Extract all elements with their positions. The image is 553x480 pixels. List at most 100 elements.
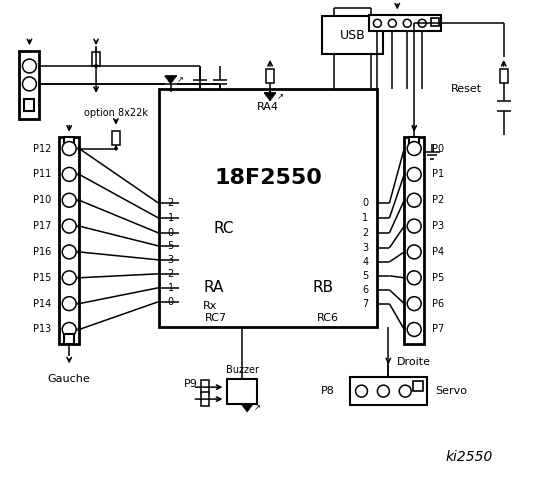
Bar [201,380,210,394]
Text: 5: 5 [362,271,369,281]
Polygon shape [165,76,176,84]
Text: P9: P9 [184,379,197,389]
Circle shape [407,193,421,207]
Circle shape [377,385,389,397]
Bar [64,137,74,146]
Circle shape [388,19,397,27]
Circle shape [407,271,421,285]
Text: Droite: Droite [397,357,431,367]
Text: 4: 4 [362,257,368,267]
Circle shape [62,297,76,311]
Text: 18F2550: 18F2550 [214,168,322,188]
Circle shape [62,193,76,207]
Bar [159,89,377,327]
Circle shape [62,323,76,336]
Polygon shape [241,404,253,412]
Circle shape [23,77,36,91]
Text: P17: P17 [33,221,51,231]
Bar [413,381,423,391]
Circle shape [114,146,118,151]
Bar [112,131,120,144]
Circle shape [77,146,81,151]
Circle shape [77,172,81,176]
Text: 5: 5 [168,241,174,251]
Text: 2: 2 [168,269,174,279]
Circle shape [407,168,421,181]
Circle shape [77,250,81,254]
Circle shape [373,19,382,27]
Text: 7: 7 [362,299,369,309]
Text: ↗: ↗ [177,75,184,84]
Text: P0: P0 [432,144,444,154]
Text: 0: 0 [168,297,174,307]
Bar [59,137,79,344]
Text: P12: P12 [33,144,51,154]
Text: RC7: RC7 [205,312,227,323]
Polygon shape [264,93,276,101]
Text: P3: P3 [432,221,444,231]
Text: RC: RC [213,221,233,236]
Bar [227,379,257,404]
Text: P4: P4 [432,247,444,257]
Text: P11: P11 [33,169,51,180]
Circle shape [77,301,81,306]
Text: RB: RB [312,280,333,295]
Bar [349,377,427,405]
Bar [369,15,441,31]
Circle shape [62,168,76,181]
Text: ↗: ↗ [276,92,284,101]
Bar [24,99,34,111]
Bar [404,137,424,344]
Bar [19,51,39,119]
Circle shape [407,245,421,259]
Text: 1: 1 [362,213,368,223]
Text: RA4: RA4 [257,102,279,112]
Text: P8: P8 [321,386,335,396]
Text: 1: 1 [168,283,174,293]
Bar [92,52,100,66]
Text: P14: P14 [33,299,51,309]
Text: 3: 3 [168,255,174,265]
Circle shape [77,224,81,228]
Text: ↗: ↗ [254,404,260,412]
Circle shape [77,327,81,332]
Text: RC6: RC6 [317,312,338,323]
Text: P6: P6 [432,299,444,309]
Circle shape [77,276,81,280]
Bar [201,392,210,406]
Circle shape [407,142,421,156]
Text: 6: 6 [362,285,368,295]
Text: P7: P7 [432,324,445,335]
Text: RA: RA [203,280,223,295]
Text: P16: P16 [33,247,51,257]
Text: 2: 2 [362,228,369,238]
Text: Servo: Servo [435,386,467,396]
Text: 2: 2 [168,198,174,208]
Circle shape [62,245,76,259]
Circle shape [399,385,411,397]
Text: Rx: Rx [203,300,217,311]
Circle shape [407,297,421,311]
Text: Reset: Reset [451,84,482,94]
Text: 0: 0 [362,198,368,208]
Text: ki2550: ki2550 [445,450,493,464]
Circle shape [62,142,76,156]
Circle shape [62,219,76,233]
Text: 0: 0 [168,228,174,238]
Text: USB: USB [340,29,366,42]
Circle shape [418,19,426,27]
Bar [500,69,508,83]
Text: 3: 3 [362,243,368,253]
Bar [431,18,439,26]
Text: P5: P5 [432,273,445,283]
Bar [409,137,419,146]
Text: P2: P2 [432,195,445,205]
Text: P1: P1 [432,169,444,180]
Text: Gauche: Gauche [48,374,91,384]
Text: P15: P15 [33,273,51,283]
Text: option 8x22k: option 8x22k [84,108,148,118]
Circle shape [62,271,76,285]
Circle shape [94,64,98,68]
Circle shape [407,323,421,336]
Bar [322,16,383,54]
